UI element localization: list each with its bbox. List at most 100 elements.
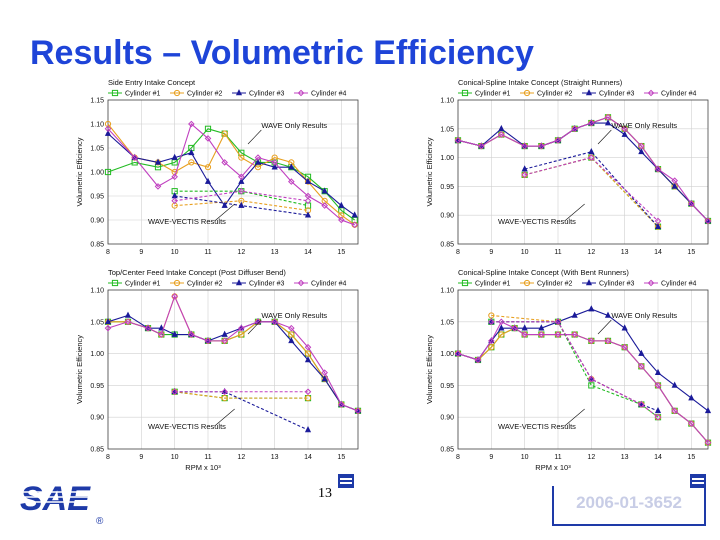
x-tick-label: 14 — [654, 249, 662, 256]
data-point — [254, 154, 262, 161]
chart-conical-straight-svg: Conical-Spline Intake Concept (Straight … — [425, 78, 712, 256]
data-point — [304, 395, 312, 402]
data-point — [158, 331, 165, 338]
x-tick-label: 15 — [337, 249, 345, 256]
x-tick-label: 14 — [304, 454, 312, 461]
data-point — [221, 201, 228, 208]
data-point — [588, 147, 595, 155]
data-point — [131, 154, 138, 161]
data-point — [478, 142, 485, 150]
footer-logo-icon — [338, 474, 354, 488]
data-point — [474, 356, 482, 364]
annotation-vectis: WAVE-VECTIS Results — [148, 217, 226, 226]
x-tick-label: 8 — [456, 454, 460, 461]
y-tick-label: 1.10 — [90, 122, 104, 129]
registered-mark: ® — [96, 516, 104, 527]
legend-marker — [585, 89, 593, 96]
series-line — [491, 321, 659, 418]
x-tick-label: 10 — [521, 249, 529, 256]
data-point — [588, 154, 595, 161]
annotation-wave: WAVE Only Results — [261, 121, 327, 130]
data-point — [158, 324, 165, 331]
y-axis-label: Volumetric Efficiency — [425, 137, 434, 206]
legend-label: Cylinder #2 — [537, 91, 573, 98]
data-point — [238, 324, 245, 332]
data-point — [304, 197, 312, 205]
legend-marker — [523, 279, 531, 287]
data-point — [288, 178, 295, 185]
x-tick-label: 14 — [304, 249, 312, 256]
series-line — [491, 321, 659, 418]
data-point — [604, 311, 612, 318]
data-point — [254, 158, 262, 165]
x-tick-label: 11 — [204, 249, 211, 256]
data-point — [498, 124, 505, 132]
data-point — [271, 163, 278, 170]
series-line — [107, 314, 359, 412]
data-point — [554, 318, 562, 326]
data-point — [304, 388, 312, 396]
sae-logo: SAE ® — [20, 480, 110, 533]
x-tick-label: 10 — [521, 454, 529, 461]
data-point — [704, 439, 712, 446]
data-point — [188, 120, 195, 128]
data-point — [221, 388, 228, 396]
x-tick-label: 8 — [456, 249, 460, 256]
y-tick-label: 1.00 — [90, 351, 104, 358]
data-point — [638, 142, 645, 150]
chart-side-entry-svg: Side Entry Intake Concept Cylinder #1 Cyli… — [75, 78, 359, 256]
chart-top-center: Top/Center Feed Intake Concept (Post Dif… — [70, 268, 370, 473]
data-point — [488, 344, 495, 351]
data-point — [171, 388, 178, 396]
x-tick-label: 13 — [621, 454, 629, 461]
data-point — [671, 407, 678, 415]
x-tick-label: 11 — [554, 454, 561, 461]
data-point — [621, 324, 628, 331]
data-point — [488, 318, 495, 326]
x-tick-label: 11 — [204, 454, 211, 461]
series-line — [524, 151, 659, 228]
data-point — [338, 201, 345, 208]
legend-marker — [173, 279, 181, 287]
legend-label: Cylinder #2 — [187, 281, 223, 288]
x-tick-label: 15 — [687, 249, 695, 256]
y-tick-label: 0.95 — [90, 194, 104, 201]
data-point — [104, 324, 112, 332]
annotation-wave: WAVE Only Results — [611, 311, 677, 320]
data-point — [571, 125, 578, 133]
chart-conical-straight: Conical-Spline Intake Concept (Straight … — [420, 78, 720, 268]
data-point — [304, 356, 312, 363]
data-point — [221, 337, 228, 345]
data-point — [104, 317, 112, 325]
data-point — [588, 119, 595, 127]
footer-logo-icon-right — [690, 474, 706, 488]
data-point — [124, 311, 132, 318]
series-line — [457, 308, 709, 412]
data-point — [588, 382, 595, 389]
series-line — [174, 190, 309, 202]
sae-logo-text: SAE — [20, 480, 91, 518]
x-axis-label: RPM x 10³ — [535, 463, 571, 472]
legend-label: Cylinder #4 — [661, 281, 697, 288]
data-point — [304, 343, 312, 351]
data-point — [671, 381, 678, 388]
data-point — [204, 135, 212, 142]
data-point — [538, 324, 545, 331]
y-tick-label: 0.90 — [440, 415, 454, 422]
data-point — [588, 375, 595, 383]
data-point — [688, 394, 695, 401]
data-point — [321, 187, 328, 194]
page-number: 13 — [318, 486, 332, 501]
y-tick-label: 1.00 — [90, 170, 104, 177]
data-point — [521, 331, 528, 338]
x-tick-label: 9 — [139, 454, 143, 461]
legend-label: Cylinder #1 — [125, 281, 161, 288]
data-point — [654, 382, 662, 389]
data-point — [354, 407, 362, 415]
series-line — [107, 123, 355, 226]
slide-title: Results – Volumetric Efficiency — [30, 34, 534, 72]
legend-label: Cylinder #3 — [249, 91, 285, 98]
document-id: 2006-01-3652 — [552, 486, 706, 526]
x-tick-label: 14 — [654, 454, 662, 461]
data-point — [538, 331, 545, 338]
